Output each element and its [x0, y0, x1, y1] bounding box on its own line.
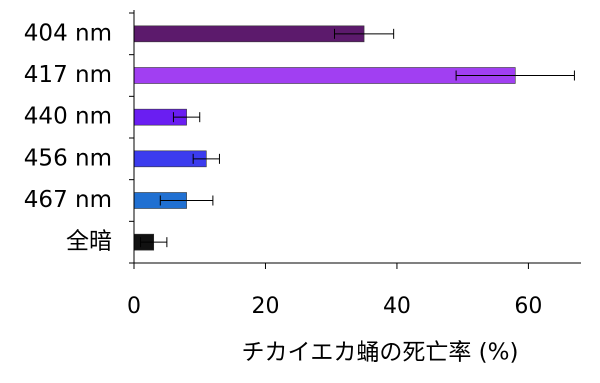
- error-bar: [333, 28, 395, 39]
- y-tick-label: 467 nm: [24, 187, 112, 213]
- y-tick-label: 440 nm: [24, 104, 112, 130]
- y-tick-label: 417 nm: [24, 62, 112, 88]
- y-tick-label: 456 nm: [24, 145, 112, 171]
- x-tick-label: 60: [514, 294, 542, 319]
- bar: [133, 25, 365, 43]
- error-bar: [159, 195, 214, 206]
- error-bar: [140, 237, 168, 248]
- y-tick-label: 全暗: [66, 229, 112, 255]
- x-axis-title: チカイエカ蛹の死亡率 (%): [242, 340, 519, 366]
- x-tick-label: 40: [383, 294, 411, 319]
- x-tick-label: 20: [251, 294, 279, 319]
- y-tick-label: 404 nm: [24, 20, 112, 46]
- error-bar: [172, 112, 201, 123]
- error-bar: [455, 70, 575, 81]
- error-bar: [192, 153, 220, 164]
- x-tick-label: 0: [127, 294, 141, 319]
